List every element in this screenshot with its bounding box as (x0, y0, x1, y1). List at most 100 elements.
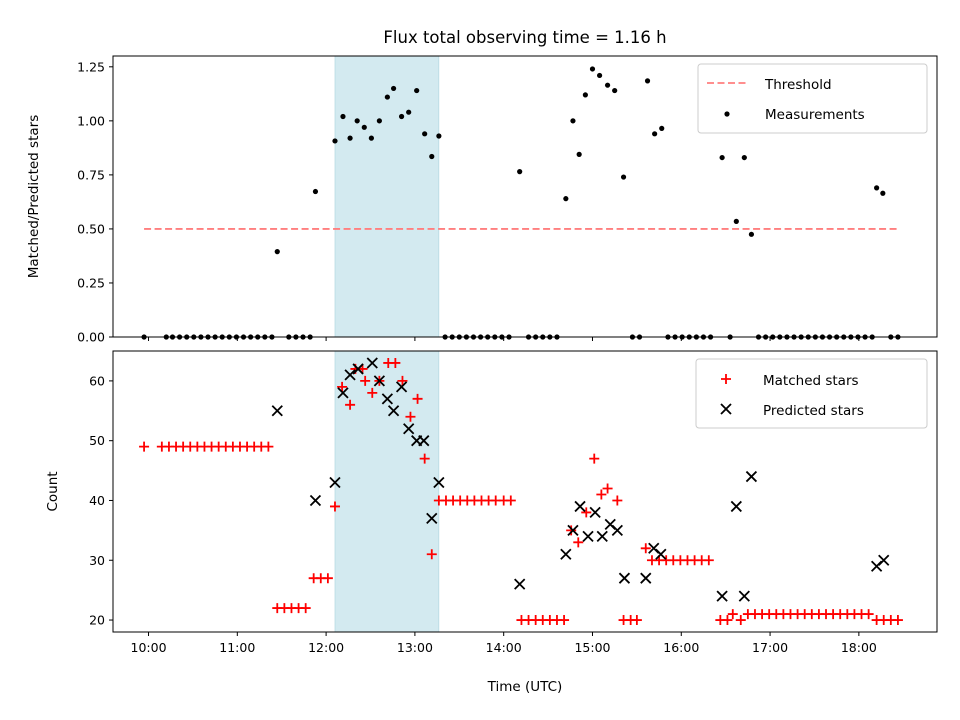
matched-star-point (589, 453, 600, 464)
matched-star-point (337, 381, 348, 392)
y-tick-label: 20 (89, 613, 105, 628)
matched-star-point (602, 483, 613, 494)
predicted-star-point (716, 590, 728, 602)
predicted-star-point (611, 524, 623, 536)
matched-star-point (367, 387, 378, 398)
predicted-star-point (387, 405, 400, 417)
bottom-legend: Matched stars Predicted stars (695, 358, 928, 429)
measurement-point (874, 185, 880, 191)
predicted-star-point (366, 357, 378, 369)
x-tick-label: 18:00 (841, 640, 877, 655)
y-axis-label: Matched/Predicted stars (26, 115, 42, 278)
legend-matched-label: Matched stars (763, 373, 859, 389)
measurement-point (436, 133, 442, 139)
matched-star-point (735, 615, 746, 626)
measurement-point (570, 118, 576, 124)
predicted-star-point (514, 578, 526, 590)
measurement-point (332, 138, 338, 144)
chart-title: Flux total observing time = 1.16 h (383, 28, 666, 47)
top-panel-frame (112, 55, 938, 338)
measurement-point (312, 188, 319, 195)
matched-star-point (426, 549, 437, 560)
legend-measurement-label: Measurements (765, 107, 865, 123)
measurement-point (361, 124, 367, 130)
highlight-span (334, 350, 440, 633)
matched-star-point (263, 441, 274, 452)
measurement-point (719, 154, 725, 161)
measurement-point (659, 125, 665, 132)
measurement-point (589, 66, 596, 72)
measurement-point (576, 151, 582, 157)
measurement-point (384, 94, 390, 100)
measurement-point (596, 72, 603, 79)
y-tick-label: 1.25 (77, 59, 105, 74)
measurement-point (414, 87, 420, 94)
y-tick-label: 0.00 (77, 330, 105, 345)
y-tick-label: 30 (89, 553, 105, 568)
matched-star-point (419, 453, 430, 464)
measurement-point (347, 135, 353, 141)
matched-star-point (863, 609, 874, 620)
predicted-star-point (730, 500, 742, 513)
x-tick-label: 13:00 (397, 640, 433, 655)
y-tick-label: 0.50 (77, 221, 105, 236)
measurement-point (612, 87, 618, 94)
measurement-point (517, 169, 523, 175)
x-tick-label: 17:00 (752, 640, 788, 655)
predicted-star-point (738, 590, 750, 602)
legend-box (695, 358, 928, 429)
measurement-point (741, 154, 747, 161)
bottom-panel: 20 30 40 50 60 10:00 11:00 12:00 13:00 14:00 15:00… (45, 350, 938, 655)
predicted-star-point (596, 530, 608, 542)
matched-star-point (390, 357, 401, 368)
y-tick-label: 50 (89, 433, 105, 448)
predicted-star-point (640, 572, 652, 584)
matched-star-point (360, 375, 371, 386)
measurement-point (406, 109, 412, 115)
x-tick-label: 16:00 (663, 640, 699, 655)
predicted-star-point (329, 476, 341, 489)
predicted-star-point (418, 435, 430, 447)
measurement-point (563, 196, 569, 202)
x-tick-label: 14:00 (486, 640, 522, 655)
matched-star-point (703, 555, 714, 566)
measurement-point (390, 85, 397, 92)
y-tick-label: 40 (89, 493, 105, 508)
matched-star-point (596, 489, 607, 500)
predicted-star-point (403, 423, 415, 435)
legend-box (697, 63, 928, 134)
predicted-star-point (433, 476, 445, 489)
predicted-star-point (373, 375, 386, 387)
matched-star-point (397, 375, 408, 386)
predicted-star-point (618, 572, 631, 584)
x-axis-label: Time (UTC) (487, 679, 563, 695)
predicted-star-point (344, 369, 356, 381)
matched-star-point (300, 603, 311, 614)
matched-star-point (892, 615, 903, 626)
highlight-span (334, 55, 440, 338)
predicted-star-point (271, 405, 283, 417)
matched-star-point (559, 615, 570, 626)
x-tick-label: 11:00 (219, 640, 255, 655)
y-tick-label: 0.75 (77, 167, 105, 182)
matched-star-point (640, 543, 651, 554)
predicted-star-point (582, 530, 594, 542)
measurement-point (368, 135, 374, 141)
legend-threshold-label: Threshold (764, 77, 832, 93)
measurement-point (340, 113, 346, 120)
measurement-point (429, 153, 435, 160)
predicted-star-point (560, 548, 572, 560)
measurement-point (582, 92, 588, 98)
matched-star-point (322, 573, 333, 584)
predicted-star-point (574, 500, 586, 513)
predicted-star-point (337, 387, 349, 399)
legend-predicted-swatch (720, 403, 732, 415)
matched-star-point (722, 615, 733, 626)
predicted-star-point (381, 393, 394, 405)
matched-star-point (345, 399, 356, 410)
measurement-point (422, 131, 428, 137)
matched-star-point (573, 537, 584, 548)
y-axis-label: Count (45, 471, 61, 511)
matched-star-point (412, 393, 423, 404)
predicted-star-point (655, 548, 667, 560)
